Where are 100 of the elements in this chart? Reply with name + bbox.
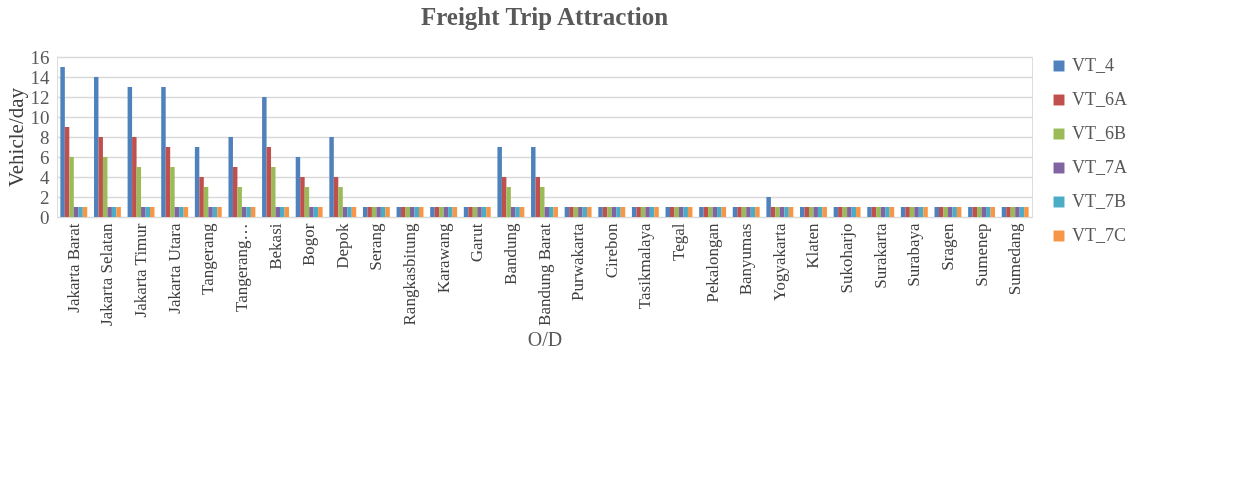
y-tick-label: 2 <box>40 186 50 208</box>
legend-label: VT_7B <box>1072 191 1126 211</box>
bar <box>367 207 372 217</box>
bar <box>746 207 751 217</box>
bar <box>309 207 314 217</box>
bar <box>506 187 511 217</box>
x-tick-label: Surabaya <box>904 223 924 287</box>
bar <box>329 137 334 217</box>
bar <box>923 207 928 217</box>
bar <box>246 207 251 217</box>
x-tick-label: Bogor <box>299 223 319 266</box>
bar <box>598 207 603 217</box>
bar <box>410 207 415 217</box>
bar <box>116 207 121 217</box>
bar <box>968 207 973 217</box>
bar <box>905 207 910 217</box>
bar <box>616 207 621 217</box>
bar <box>986 207 991 217</box>
x-tick-label: Banyumas <box>736 223 756 296</box>
x-tick-label: Tangerang… <box>231 223 251 312</box>
bar <box>977 207 982 217</box>
bar <box>943 207 948 217</box>
bar <box>132 137 137 217</box>
x-tick-label: Jakarta Selatan <box>97 223 117 326</box>
bar <box>430 207 435 217</box>
bar <box>800 207 805 217</box>
bar <box>107 207 112 217</box>
x-tick-label: Jakarta Barat <box>63 223 83 313</box>
bar <box>78 207 83 217</box>
bar <box>755 207 760 217</box>
bar <box>784 207 789 217</box>
bar <box>179 207 184 217</box>
bar <box>448 207 453 217</box>
bar <box>203 187 209 217</box>
x-tick-label: Garut <box>467 223 487 263</box>
y-tick-label: 10 <box>30 106 50 128</box>
y-tick-label: 4 <box>40 166 50 188</box>
y-tick-label: 14 <box>30 66 50 88</box>
bar <box>304 187 310 217</box>
bar <box>645 207 650 217</box>
bar <box>318 207 323 217</box>
y-tick-label: 8 <box>40 126 50 148</box>
bar <box>587 207 592 217</box>
x-tick-label: Tangerang <box>198 223 218 295</box>
bar <box>262 97 267 217</box>
bar <box>199 177 204 217</box>
bar <box>813 207 818 217</box>
x-tick-label: Bandung <box>500 223 520 285</box>
bar <box>271 167 276 217</box>
x-tick-label: Cirebon <box>601 223 621 279</box>
x-tick-label: Sragen <box>937 223 957 271</box>
bar <box>280 207 285 217</box>
x-axis-title: O/D <box>527 327 563 350</box>
y-tick-label: 6 <box>40 146 50 168</box>
bar <box>1024 207 1029 217</box>
legend-label: VT_4 <box>1072 55 1114 75</box>
x-tick-label: Serang <box>366 223 386 271</box>
y-tick-label: 12 <box>30 86 50 108</box>
legend-label: VT_7C <box>1072 225 1126 245</box>
bar <box>847 207 852 217</box>
x-tick-label: Surakarta <box>870 223 890 289</box>
bar <box>228 137 233 217</box>
legend-label: VT_7A <box>1072 157 1127 177</box>
bar <box>347 207 352 217</box>
bar <box>385 207 390 217</box>
x-tick-label: Pekalongan <box>702 223 722 303</box>
bar <box>531 147 536 217</box>
bar <box>477 207 482 217</box>
bar <box>838 207 843 217</box>
x-tick-label: Tasikmalaya <box>635 223 655 310</box>
bar <box>170 167 175 217</box>
bar <box>540 187 545 217</box>
x-tick-label: Jakarta Timur <box>131 223 151 318</box>
bar <box>150 207 155 217</box>
x-tick-label: Sukoharjo <box>837 223 857 294</box>
bar <box>569 207 574 217</box>
bar <box>876 207 881 217</box>
bar <box>401 207 406 217</box>
x-tick-label: Karawang <box>433 223 453 294</box>
x-tick-label: Bekasi <box>265 223 285 270</box>
x-tick-label: Rangkasbitung <box>400 223 420 326</box>
bar <box>515 207 520 217</box>
bar <box>867 207 872 217</box>
y-axis-title: Vehicle/day <box>3 87 28 188</box>
bar <box>486 207 491 217</box>
x-tick-label: Klaten <box>803 223 823 269</box>
chart-title: Freight Trip Attraction <box>420 3 669 30</box>
bar <box>69 157 74 217</box>
bar <box>141 207 146 217</box>
bar <box>952 207 957 217</box>
x-tick-label: Tegal <box>668 223 688 262</box>
bar <box>217 207 222 217</box>
bar <box>737 207 742 217</box>
x-tick-label: Jakarta Utara <box>164 223 184 314</box>
bar <box>822 207 827 217</box>
bar <box>717 207 722 217</box>
y-tick-label: 16 <box>30 46 50 68</box>
bar <box>553 207 558 217</box>
bar <box>607 207 612 217</box>
bar <box>161 87 166 217</box>
